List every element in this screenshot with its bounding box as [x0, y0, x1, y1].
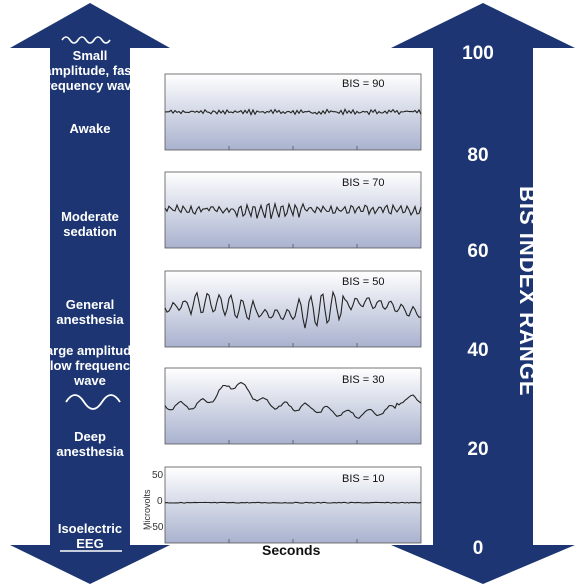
range-tick-60: 60 — [448, 241, 508, 263]
x-axis-label: Seconds — [262, 542, 320, 558]
panel-label-bis-90: BIS = 90 — [342, 78, 385, 90]
large-wave-title: Large amplitude, slow frequency wave — [28, 343, 152, 388]
moderate-sedation-label: Moderate sedation — [50, 209, 130, 239]
y-axis-label: Microvolts — [142, 489, 152, 530]
panel-label-bis-70: BIS = 70 — [342, 177, 385, 189]
range-tick-80: 80 — [448, 145, 508, 167]
range-title: BIS INDEX RANGE — [514, 186, 540, 397]
small-wave-title: Small amplitude, fast frequency wave — [40, 48, 140, 93]
range-tick-20: 20 — [448, 439, 508, 461]
isoelectric-eeg-label: Isoelectric EEG — [50, 521, 130, 551]
range-tick-40: 40 — [448, 340, 508, 362]
panel-label-bis-30: BIS = 30 — [342, 374, 385, 386]
awake-label: Awake — [40, 121, 140, 136]
panel-label-bis-50: BIS = 50 — [342, 276, 385, 288]
range-tick-100: 100 — [448, 43, 508, 65]
y-tick-50: 50 — [152, 470, 163, 481]
y-tick-0: 0 — [157, 496, 163, 507]
general-anesthesia-label: General anesthesia — [45, 297, 135, 327]
panel-label-bis-10: BIS = 10 — [342, 473, 385, 485]
deep-anesthesia-label: Deep anesthesia — [45, 429, 135, 459]
range-tick-0: 0 — [448, 538, 508, 560]
